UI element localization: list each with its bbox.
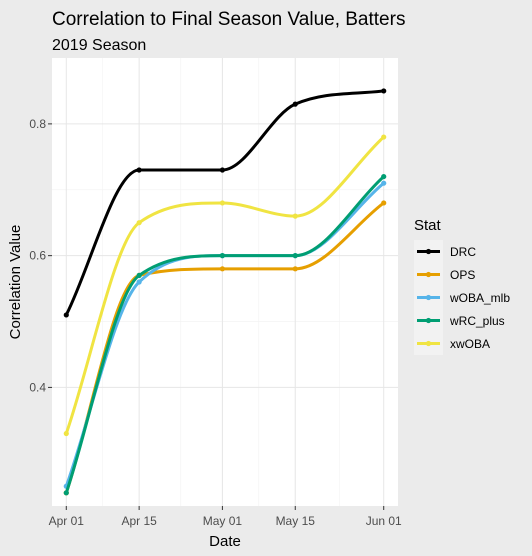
series-xwoba	[63, 134, 387, 437]
series-drc	[63, 88, 387, 318]
data-point	[136, 279, 142, 285]
y-tick-label: 0.6	[29, 249, 46, 263]
data-point	[63, 490, 69, 496]
data-point	[292, 253, 298, 259]
data-point	[381, 134, 387, 140]
x-tick-label: Jun 01	[366, 514, 402, 528]
data-point	[292, 266, 298, 272]
series-line-xwoba	[64, 135, 386, 436]
legend-item-drc: DRC	[414, 240, 476, 263]
data-point	[136, 220, 142, 226]
data-point	[63, 430, 69, 437]
data-point	[381, 173, 387, 180]
data-point	[136, 167, 142, 173]
y-tick-label: 0.4	[29, 380, 46, 394]
legend: DRC OPS wOBA_mlb wRC_plus xwOBA	[414, 240, 510, 355]
legend-item-xwoba: xwOBA	[414, 332, 490, 355]
series-line-wrc-plus	[64, 175, 386, 495]
series-wrc-plus	[63, 173, 387, 496]
x-axis-title: Date	[209, 533, 241, 550]
y-axis: 0.4 0.6 0.8	[29, 117, 52, 394]
legend-label: wOBA_mlb	[449, 291, 510, 305]
y-tick-label: 0.8	[29, 117, 46, 131]
legend-label: DRC	[450, 245, 476, 259]
chart-subtitle: 2019 Season	[52, 37, 146, 54]
x-axis: Apr 01 Apr 15 May 01 May 15 Jun 01	[49, 506, 402, 528]
legend-label: xwOBA	[450, 337, 490, 351]
data-point	[63, 312, 69, 318]
legend-key-point	[425, 271, 432, 278]
legend-item-ops: OPS	[414, 263, 475, 286]
legend-label: OPS	[450, 268, 475, 282]
x-tick-label: Apr 15	[121, 514, 157, 528]
data-point	[381, 88, 387, 94]
legend-item-wrc-plus: wRC_plus	[414, 309, 505, 332]
legend-title: Stat	[414, 217, 442, 234]
x-tick-label: May 01	[203, 514, 243, 528]
series-layer	[63, 88, 387, 496]
legend-key-point	[425, 340, 432, 347]
x-tick-label: May 15	[276, 514, 316, 528]
data-point	[219, 253, 225, 259]
data-point	[292, 101, 298, 107]
chart-title: Correlation to Final Season Value, Batte…	[52, 9, 405, 30]
legend-label: wRC_plus	[449, 314, 505, 328]
legend-key-point	[425, 248, 432, 255]
x-tick-label: Apr 01	[49, 514, 85, 528]
legend-item-woba-mlb: wOBA_mlb	[414, 286, 510, 309]
data-point	[136, 272, 142, 279]
data-point	[381, 200, 387, 206]
plot-panel	[52, 58, 398, 506]
series-line-drc	[64, 89, 386, 317]
data-point	[219, 266, 225, 272]
data-point	[219, 200, 225, 206]
data-point	[219, 167, 225, 173]
y-axis-title: Correlation Value	[7, 225, 24, 340]
data-point	[381, 180, 387, 186]
legend-key-point	[425, 294, 432, 301]
legend-key-point	[425, 317, 432, 324]
data-point	[292, 213, 298, 219]
